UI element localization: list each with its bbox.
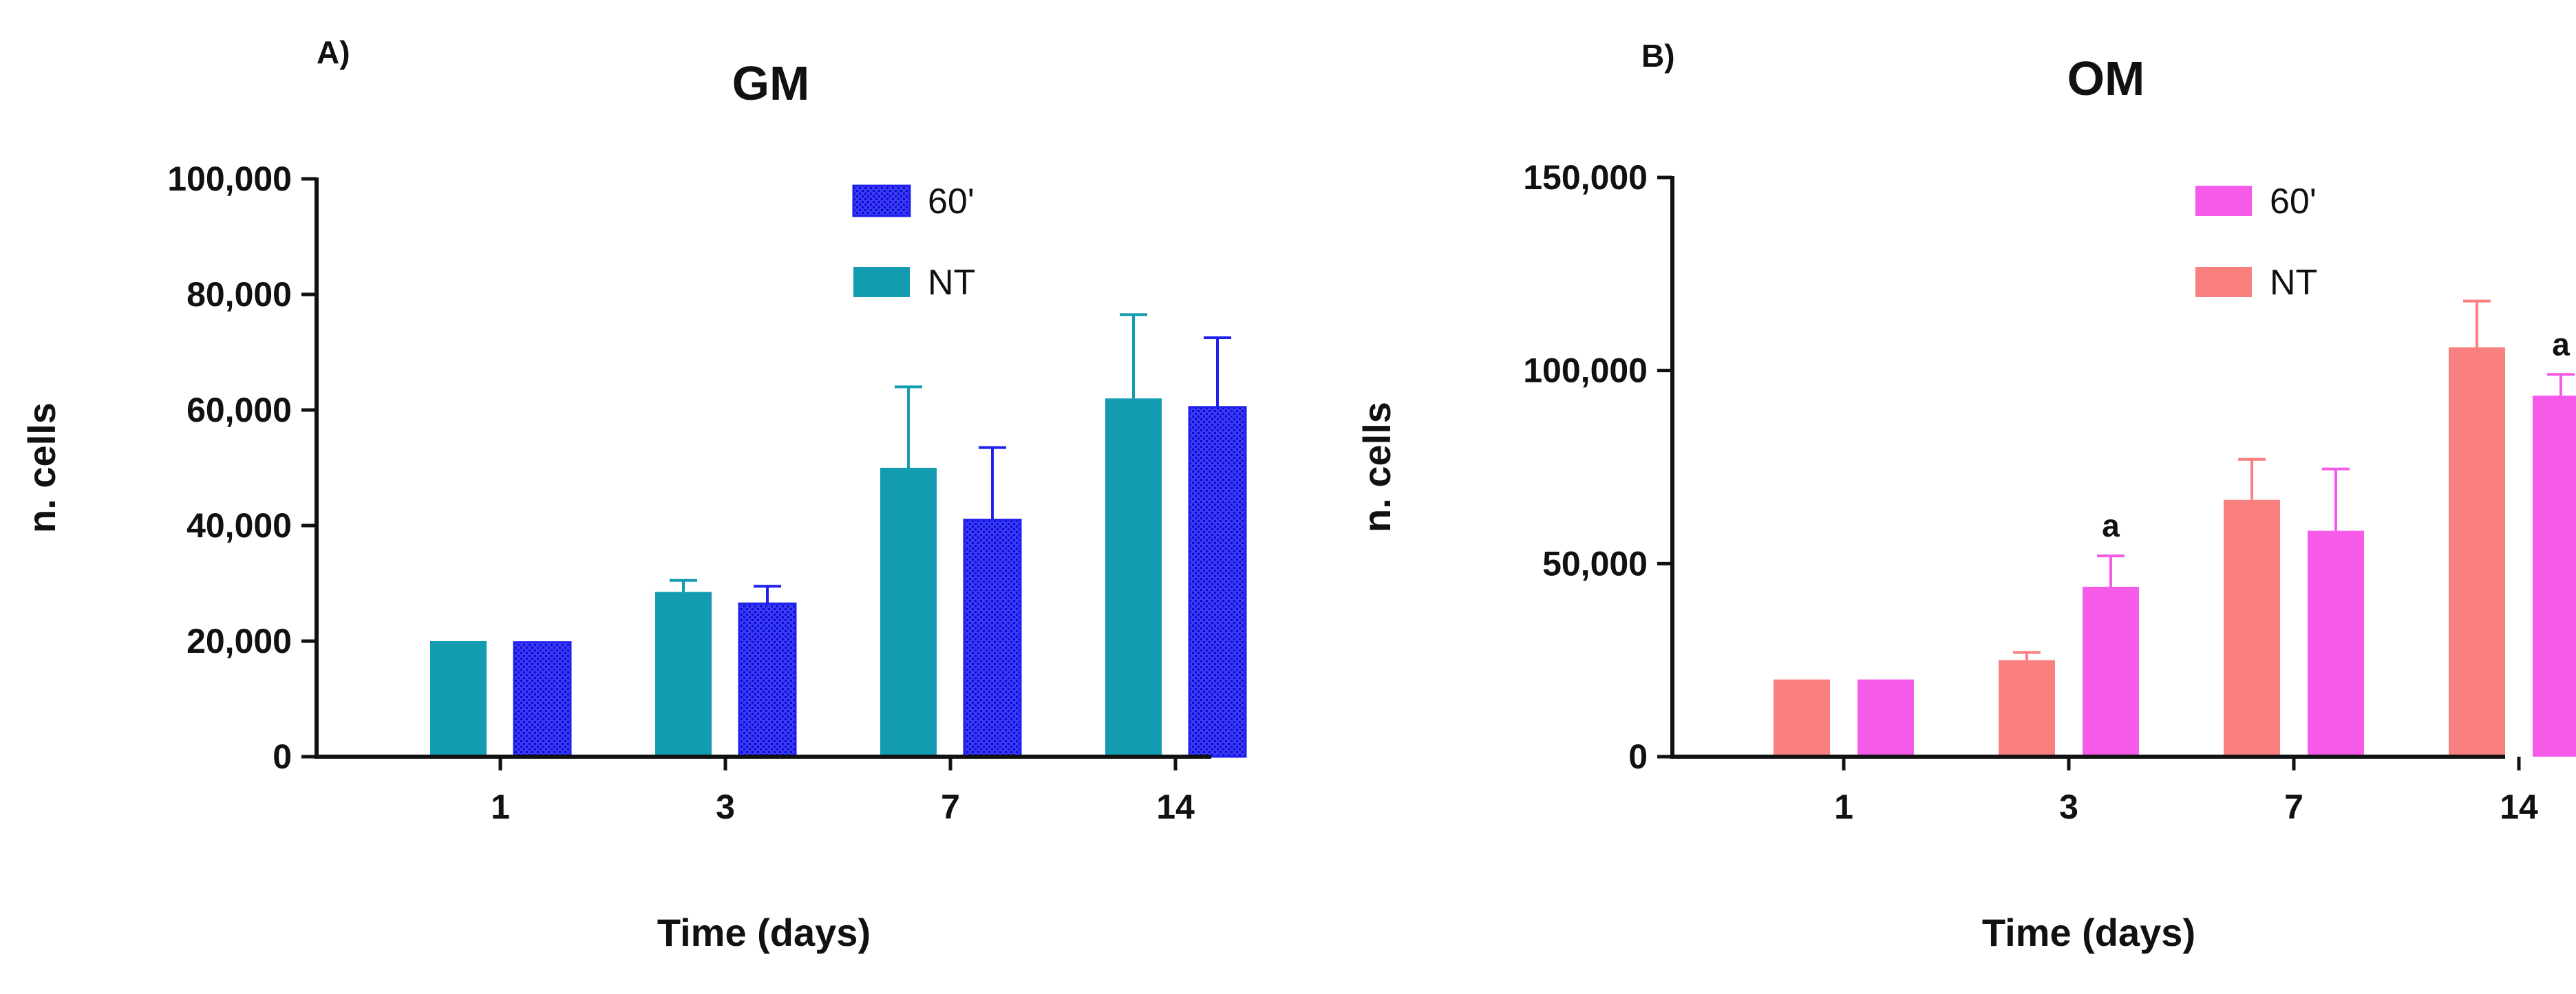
- x-tick-label: 14: [2500, 788, 2538, 826]
- significance-label: a: [2102, 508, 2120, 543]
- legend-label-NT: NT: [2270, 263, 2317, 303]
- bar-60-day-3: [738, 602, 797, 758]
- bar-60-day-7: [963, 519, 1022, 758]
- bar-NT-day-1: [1774, 679, 1830, 757]
- y-axis-label: n. cells: [20, 402, 63, 533]
- x-tick-label: 1: [491, 788, 510, 826]
- chart-panel-b: B) OM 1 a 3 7 a 14 0 50,000 100,000 150,000 n. cells…: [1355, 38, 2576, 954]
- x-tick-label: 7: [941, 788, 960, 826]
- y-tick-label: 150,000: [1523, 158, 1648, 197]
- bar-60-day-14: [2533, 396, 2576, 757]
- significance-label: a: [2552, 326, 2570, 362]
- bar-NT-day-3: [655, 592, 712, 757]
- y-tick-label: 20,000: [187, 622, 292, 660]
- chart-panel-a: A) GM 1 3 7 14 0 20,000 40,000 60,000 80,000 100,00…: [20, 34, 1247, 954]
- y-axis-label: n. cells: [1355, 402, 1398, 532]
- x-tick-label: 3: [716, 788, 735, 826]
- x-tick-label: 1: [1834, 788, 1853, 826]
- x-tick-label: 7: [2284, 788, 2303, 826]
- x-tick-label: 3: [2059, 788, 2078, 826]
- y-tick-label: 0: [1628, 737, 1648, 776]
- y-tick-label: 100,000: [167, 160, 292, 198]
- bar-NT-day-7: [880, 468, 937, 757]
- legend-label-60: 60': [2270, 182, 2317, 222]
- y-tick-label: 60,000: [187, 391, 292, 429]
- bar-NT-day-14: [1105, 398, 1162, 757]
- legend-swatch-60: [2195, 186, 2252, 216]
- chart-title: OM: [2067, 52, 2145, 105]
- bar-NT-day-7: [2224, 499, 2280, 757]
- x-tick-label: 14: [1156, 788, 1195, 826]
- legend-label-NT: NT: [928, 263, 975, 303]
- bar-NT-day-14: [2449, 347, 2505, 757]
- bar-60-day-3: [2083, 587, 2139, 757]
- bar-60-day-14: [1188, 406, 1247, 758]
- legend-label-60: 60': [928, 182, 975, 222]
- y-tick-label: 40,000: [187, 506, 292, 545]
- panel-label: A): [317, 34, 350, 70]
- y-tick-label: 0: [273, 737, 292, 776]
- chart-title: GM: [732, 56, 810, 110]
- bar-NT-day-1: [430, 641, 487, 757]
- bar-60-day-1: [513, 641, 572, 758]
- bar-NT-day-3: [1999, 660, 2055, 757]
- legend-swatch-NT: [2195, 267, 2252, 297]
- bar-60-day-1: [1858, 679, 1914, 757]
- x-axis-label: Time (days): [657, 911, 871, 954]
- y-tick-label: 80,000: [187, 275, 292, 314]
- x-axis-label: Time (days): [1982, 911, 2195, 954]
- panel-label: B): [1641, 38, 1675, 74]
- legend-swatch-60: [852, 184, 911, 217]
- y-tick-label: 50,000: [1542, 544, 1648, 583]
- legend-swatch-NT: [853, 267, 910, 297]
- bar-60-day-7: [2308, 530, 2364, 757]
- y-tick-label: 100,000: [1523, 352, 1648, 390]
